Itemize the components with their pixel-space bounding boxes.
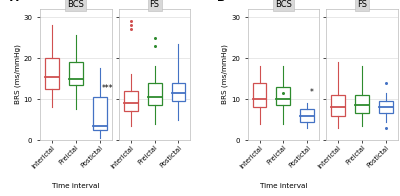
Text: B: B [218,0,226,3]
Bar [252,83,266,107]
Bar [172,83,186,101]
Bar [331,95,345,115]
Bar [148,83,162,105]
Title: FS: FS [357,0,367,9]
Y-axis label: BRS (ms/mmHg): BRS (ms/mmHg) [222,44,228,104]
Bar [124,91,138,111]
Bar [69,62,83,85]
X-axis label: Time interval: Time interval [52,183,100,190]
Title: FS: FS [150,0,160,9]
Bar [355,95,369,113]
Text: ***: *** [102,84,113,93]
Text: *: * [310,88,314,97]
Text: A: A [10,0,18,3]
Bar [379,101,393,113]
Bar [300,109,314,122]
Bar [45,58,59,89]
Bar [276,87,290,105]
X-axis label: Time interval: Time interval [260,183,307,190]
Y-axis label: BRS (ms/mmHg): BRS (ms/mmHg) [14,44,20,104]
Bar [93,97,107,130]
Title: BCS: BCS [275,0,292,9]
Title: BCS: BCS [67,0,84,9]
